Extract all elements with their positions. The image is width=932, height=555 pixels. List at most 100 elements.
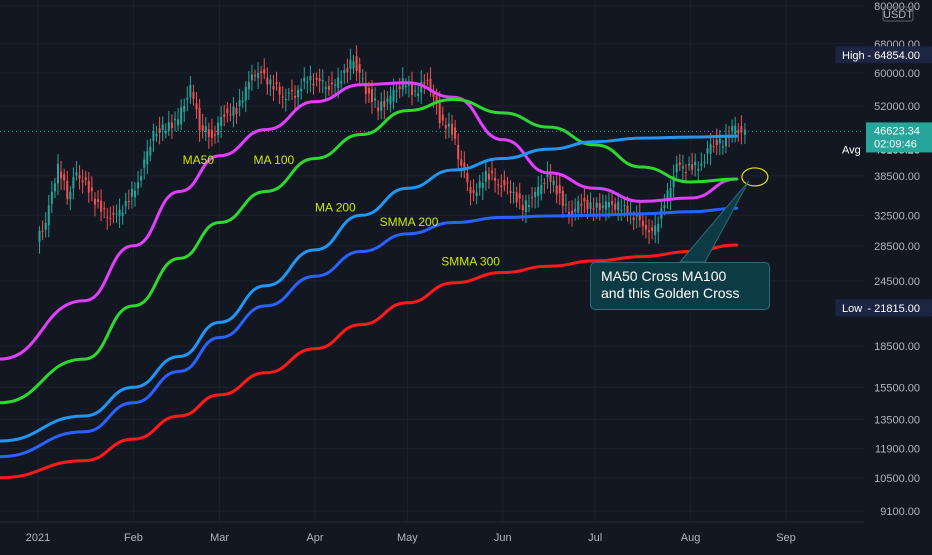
candle-body <box>93 198 96 205</box>
time-axis: 2021 Feb Mar Apr May Jun Jul Aug Sep <box>0 521 864 550</box>
series-ma-100 <box>0 97 739 405</box>
x-tick-label: Aug <box>681 532 701 544</box>
candle-body <box>558 185 561 194</box>
candle-body <box>506 182 509 184</box>
candle-body <box>503 180 506 186</box>
time-axis-bg[interactable] <box>0 522 864 550</box>
price-tag-label: Low <box>842 303 862 315</box>
candle-body <box>608 202 611 208</box>
candle-body <box>577 201 580 213</box>
callout-line-2: and this Golden Cross <box>601 285 740 301</box>
candle-body <box>226 108 229 114</box>
candle-body <box>294 95 297 98</box>
candle-body <box>238 99 241 107</box>
candle-body <box>254 75 257 77</box>
candle-body <box>118 209 121 217</box>
candle-body <box>555 185 558 195</box>
candle-body <box>469 186 472 194</box>
candle-body <box>540 184 543 195</box>
candle-body <box>213 134 216 136</box>
series-ma-200 <box>0 134 739 443</box>
candle-body <box>475 192 478 196</box>
candle-body <box>641 220 644 227</box>
candle-body <box>700 163 703 166</box>
y-tick-label: 13500.00 <box>874 414 920 426</box>
candle-body <box>697 168 700 171</box>
price-axis-bg[interactable] <box>864 0 932 550</box>
candle-body <box>672 176 675 188</box>
candle-body <box>60 171 63 179</box>
price-axis: 80000.0068000.0060000.0052000.0038500.00… <box>864 0 932 550</box>
candle-body <box>324 87 327 89</box>
y-tick-label: 38500.00 <box>874 171 920 183</box>
candle-body <box>423 82 426 84</box>
candle-body <box>383 101 386 108</box>
candle-body <box>487 173 490 180</box>
candle-body <box>180 107 183 125</box>
series-ma50 <box>0 81 739 361</box>
candle-body <box>250 74 253 81</box>
candle-body <box>140 176 143 181</box>
candle-body <box>266 77 269 85</box>
candle-body <box>718 138 721 144</box>
candle-body <box>460 159 463 166</box>
candle-body <box>167 122 170 132</box>
series-smma-300 <box>0 243 739 480</box>
candle-body <box>352 61 355 69</box>
candle-body <box>44 223 47 230</box>
label-ma-100: MA 100 <box>253 153 294 167</box>
candle-body <box>411 83 413 96</box>
candle-body <box>389 95 392 105</box>
candle-body <box>737 129 740 134</box>
candle-body <box>201 125 204 132</box>
y-tick-label: 32500.00 <box>874 210 920 222</box>
callout-box: MA50 Cross MA100 and this Golden Cross <box>590 262 770 310</box>
candle-body <box>404 85 407 88</box>
candle-body <box>177 119 180 126</box>
candle-body <box>497 184 500 186</box>
candle-body <box>688 163 691 166</box>
candle-body <box>457 144 460 160</box>
candle-body <box>598 202 601 211</box>
currency-badge[interactable] <box>882 6 914 22</box>
candle-body <box>454 127 457 139</box>
candle-body <box>349 59 352 69</box>
candle-body <box>703 162 706 164</box>
candle-body <box>740 126 743 133</box>
candle-body <box>186 97 189 100</box>
candle-body <box>367 87 370 94</box>
candle-body <box>694 161 697 166</box>
candle-body <box>220 117 223 127</box>
price-tag-low: Low - 21815.00 <box>835 299 932 317</box>
label-smma-300: SMMA 300 <box>441 254 500 268</box>
candle-body <box>297 89 300 98</box>
candle-body <box>706 148 709 154</box>
candle-body <box>380 101 383 111</box>
candle-body <box>346 68 349 73</box>
candle-body <box>407 84 410 86</box>
candle-body <box>432 92 435 97</box>
y-tick-label: 28500.00 <box>874 241 920 253</box>
candle-body <box>272 85 275 90</box>
candle-body <box>567 211 570 216</box>
candle-body <box>651 227 654 232</box>
candle-body <box>155 134 158 137</box>
candle-body <box>472 190 475 193</box>
candle-body <box>223 114 226 117</box>
ma-labels: MA50 MA 100 MA 200 SMMA 200 SMMA 300 <box>183 153 501 268</box>
candle-body <box>210 129 213 138</box>
candle-body <box>601 205 604 209</box>
price-tag-bg <box>835 46 932 64</box>
candle-body <box>398 86 401 90</box>
grid <box>0 0 864 522</box>
candle-body <box>284 98 287 100</box>
candle-body <box>103 208 106 210</box>
candle-body <box>164 130 167 134</box>
candle-body <box>121 212 124 217</box>
candle-body <box>269 79 272 85</box>
candle-body <box>69 191 72 200</box>
candle-body <box>189 85 192 98</box>
